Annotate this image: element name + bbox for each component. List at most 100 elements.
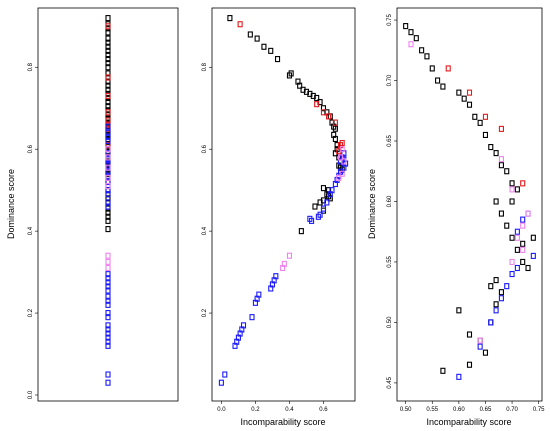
left-point-violet: [105, 183, 111, 190]
right-point-black: [493, 301, 499, 308]
middle-point-black: [261, 43, 267, 50]
right-xtick-label: 0.70: [506, 407, 518, 413]
left-panel-frame: [37, 7, 179, 402]
middle-point-black: [334, 142, 340, 149]
middle-point-blue: [327, 191, 333, 198]
middle-point-violet: [339, 170, 345, 177]
left-point-black: [105, 86, 111, 93]
right-point-black: [424, 53, 430, 60]
left-point-black: [105, 60, 111, 67]
left-point-black: [105, 29, 111, 36]
left-point-black: [105, 195, 111, 202]
middle-point-violet: [339, 146, 345, 153]
right-point-black: [482, 349, 489, 356]
left-point-black: [105, 99, 111, 106]
left-point-violet: [105, 164, 111, 171]
left-point-blue: [105, 314, 111, 321]
right-point-black: [488, 319, 494, 326]
right-xtick-label: 0.75: [533, 407, 545, 413]
right-point-blue: [488, 319, 494, 326]
left-point-blue: [105, 150, 111, 157]
left-point-black: [105, 15, 111, 22]
right-point-black: [498, 210, 504, 217]
middle-point-violet: [280, 264, 286, 272]
right-point-red: [520, 180, 526, 187]
middle-point-blue: [252, 299, 258, 306]
left-ytick-label: 0.0: [28, 390, 34, 399]
right-point-black: [466, 331, 473, 338]
middle-point-blue: [315, 213, 321, 220]
middle-point-black: [312, 203, 318, 210]
middle-xtick-label: 0.2: [251, 407, 260, 413]
left-point-blue: [105, 334, 111, 341]
middle-point-black: [227, 15, 233, 22]
left-point-blue: [105, 287, 111, 294]
middle-point-blue: [324, 199, 330, 206]
right-point-black: [435, 77, 441, 84]
left-point-blue: [105, 379, 111, 386]
right-panel-ylabel: Dominance score: [367, 169, 377, 239]
middle-point-black: [247, 31, 253, 38]
left-point-blue: [105, 301, 111, 308]
right-point-black: [403, 23, 409, 30]
right-point-violet: [477, 337, 483, 344]
right-point-black: [509, 234, 515, 241]
right-ytick-label: 0.70: [387, 74, 393, 86]
left-panel-ylabel: Dominance score: [6, 169, 16, 239]
right-point-red: [466, 89, 473, 96]
left-ytick-label: 0.2: [28, 308, 34, 317]
right-point-blue: [477, 343, 483, 350]
right-point-blue: [509, 270, 515, 278]
left-point-blue: [105, 342, 111, 349]
middle-point-black: [274, 56, 281, 63]
right-ytick-label: 0.45: [387, 376, 393, 388]
left-point-blue: [105, 275, 111, 282]
left-point-blue: [105, 168, 111, 175]
right-xtick-label: 0.55: [426, 407, 438, 413]
middle-point-blue: [268, 285, 274, 292]
right-point-violet: [514, 234, 520, 241]
middle-point-violet: [286, 252, 293, 259]
right-panel: Dominance score Incomparability score 0.…: [367, 7, 545, 427]
right-point-black: [504, 222, 510, 229]
middle-point-blue: [337, 158, 344, 165]
right-ytick-label: 0.75: [387, 14, 393, 26]
right-point-black: [413, 35, 419, 42]
right-point-black: [429, 65, 435, 72]
right-point-blue: [525, 210, 531, 217]
left-point-blue: [105, 178, 111, 186]
middle-point-red: [314, 101, 320, 108]
middle-ytick-label: 0.4: [202, 226, 208, 235]
right-point-black: [488, 143, 494, 151]
left-point-blue: [105, 199, 111, 206]
right-point-black: [477, 337, 483, 344]
left-point-blue: [105, 326, 111, 333]
middle-point-red: [326, 113, 332, 120]
middle-point-black: [297, 82, 303, 89]
left-point-blue: [105, 129, 111, 136]
left-point-blue: [105, 191, 111, 198]
right-point-violet: [509, 258, 515, 266]
left-point-blue: [105, 279, 111, 286]
left-point-blue: [105, 330, 111, 337]
left-point-red: [105, 117, 111, 124]
right-point-blue: [504, 283, 510, 290]
right-point-black: [504, 168, 510, 175]
middle-xtick-label: 0.4: [285, 407, 294, 413]
left-point-red: [105, 74, 111, 81]
left-point-black: [105, 209, 111, 216]
right-point-black: [514, 186, 520, 193]
right-point-blue: [493, 307, 499, 314]
left-point-blue: [105, 203, 111, 210]
middle-panel: Incomparability score 0.2 0.4 0.6 0.8 0.0 0.2…: [202, 7, 356, 427]
left-point-blue: [105, 310, 111, 317]
middle-point-black: [268, 47, 274, 54]
middle-point-blue: [332, 180, 338, 188]
right-point-black: [477, 119, 483, 126]
right-point-black: [419, 47, 425, 54]
left-point-violet: [105, 154, 111, 161]
right-point-black: [472, 113, 478, 120]
middle-ytick-label: 0.8: [202, 62, 208, 71]
right-point-violet: [525, 210, 531, 217]
